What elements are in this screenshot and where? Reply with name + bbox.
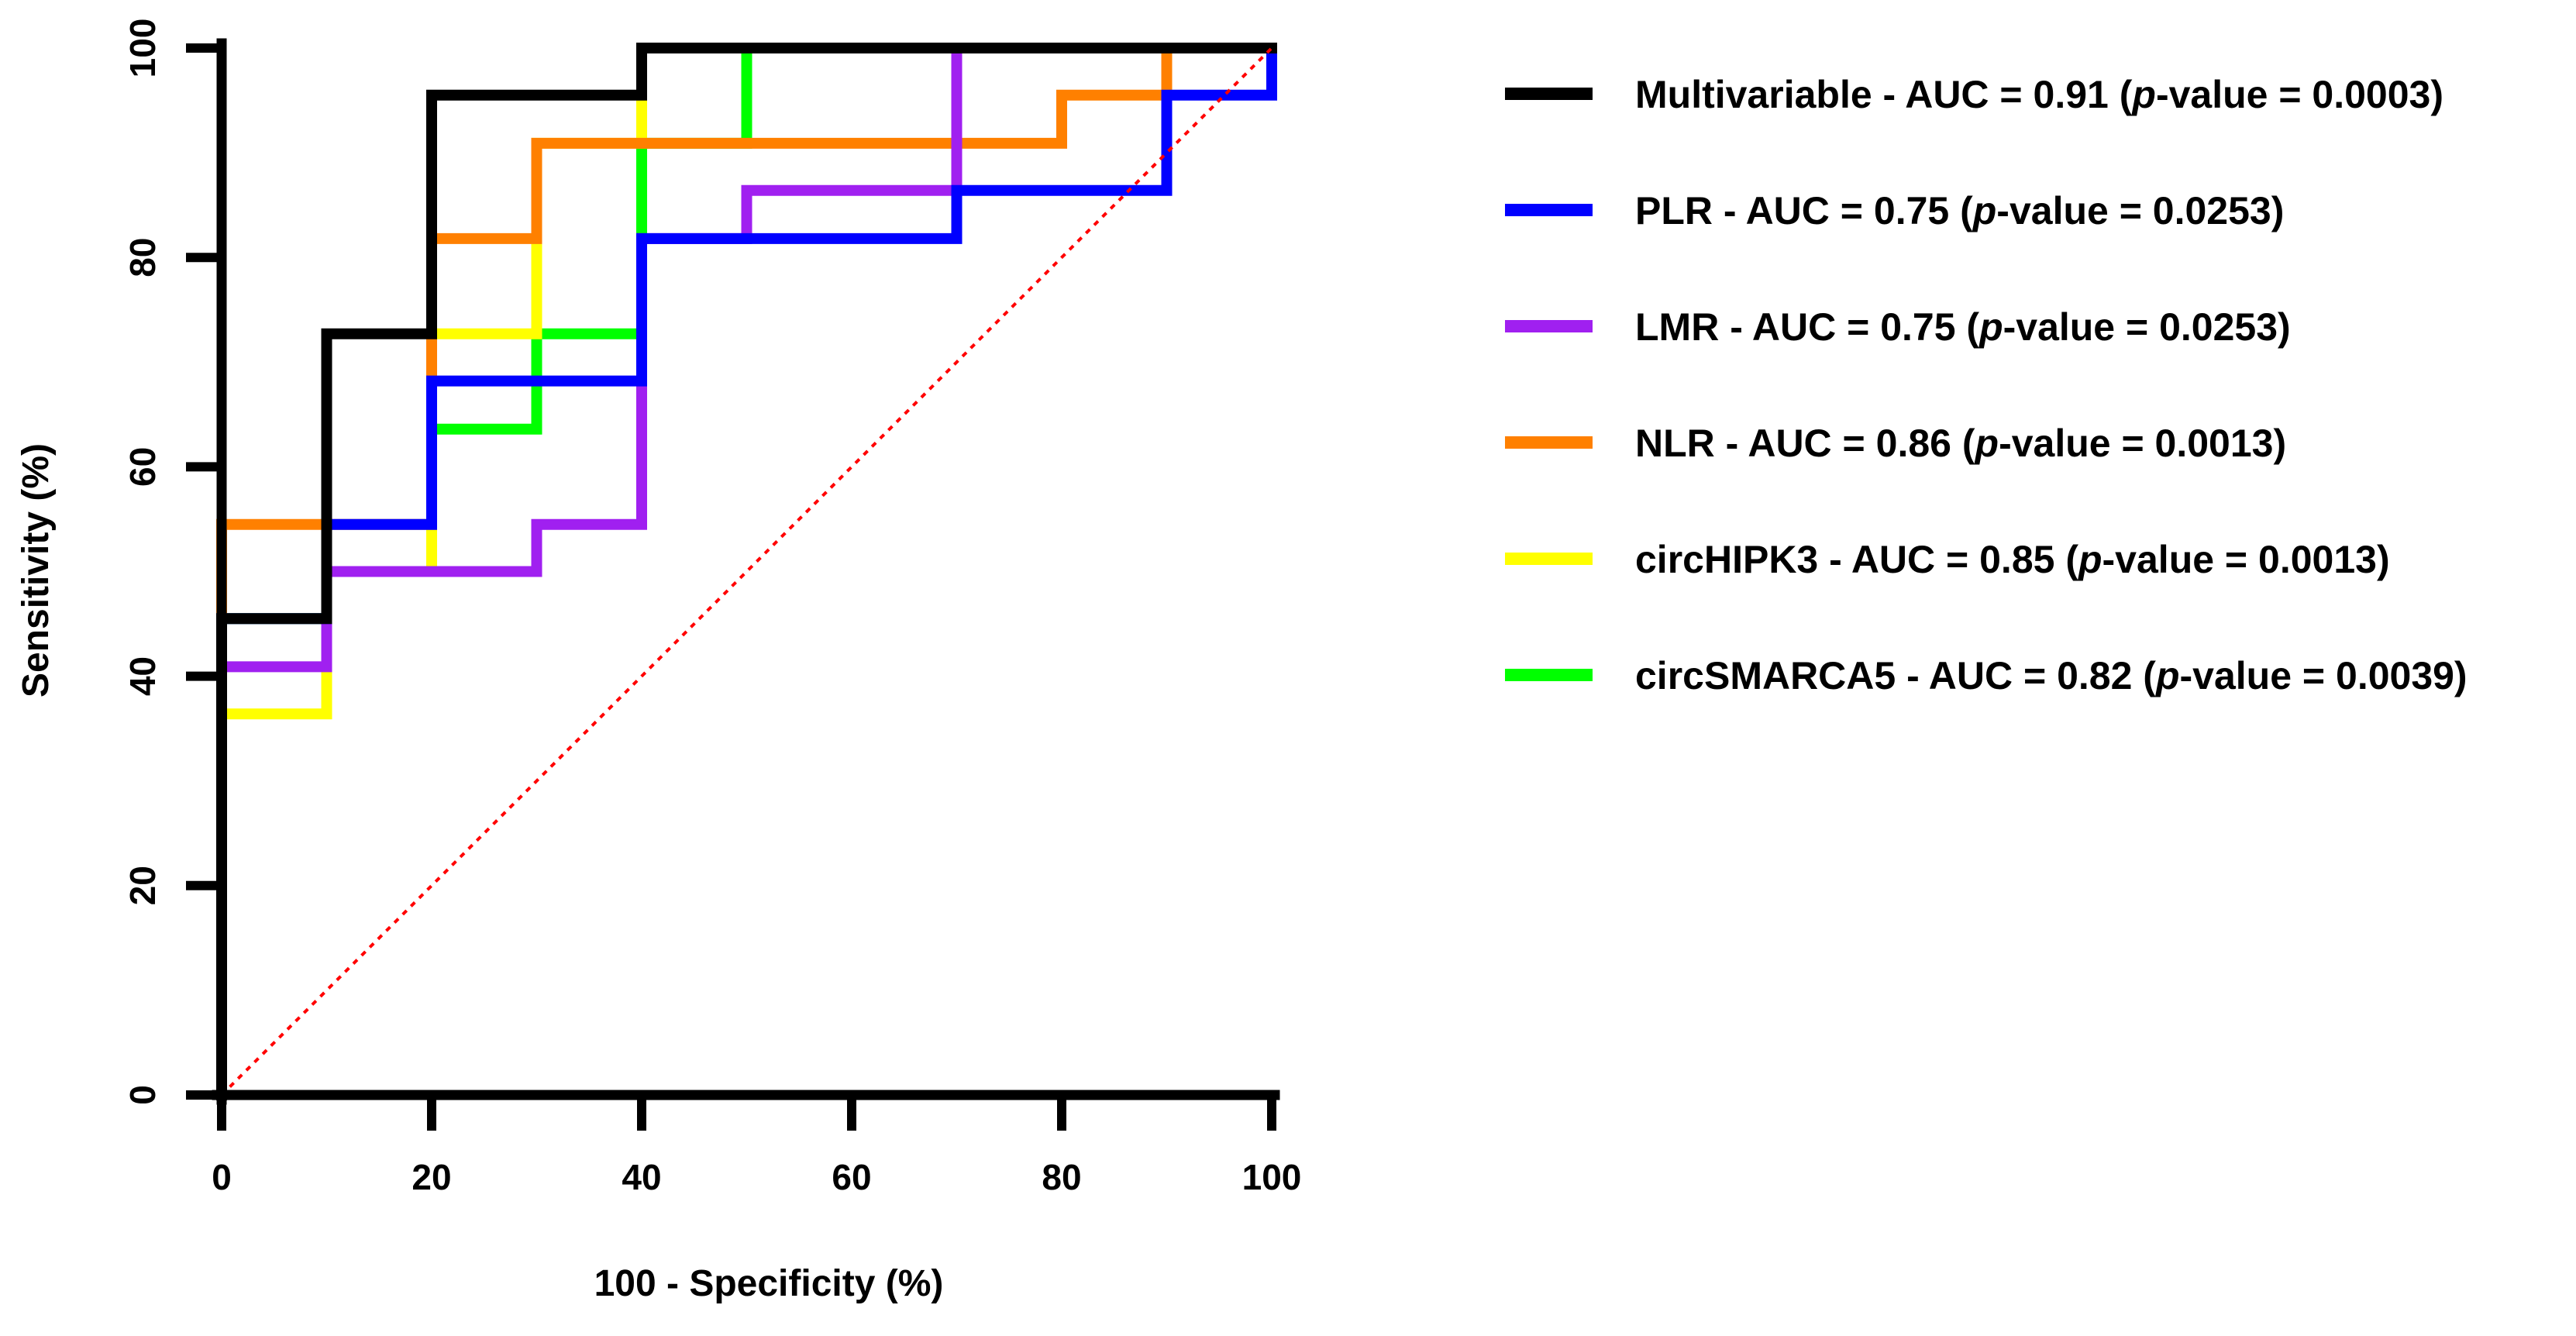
legend-p-label: p bbox=[1978, 305, 2003, 349]
series-line-multivariable bbox=[216, 43, 1277, 1100]
legend-p-value: -value = 0.0013) bbox=[1999, 422, 2286, 465]
x-axis-title: 100 - Specificity (%) bbox=[594, 1263, 944, 1304]
legend-p-label: p bbox=[2154, 654, 2180, 697]
y-tick-label: 80 bbox=[122, 238, 163, 277]
legend-auc-text: - AUC = 0.86 ( bbox=[1715, 422, 1975, 465]
legend-p-value: -value = 0.0003) bbox=[2156, 73, 2443, 116]
x-tick-label: 100 bbox=[1242, 1157, 1302, 1197]
legend-p-label: p bbox=[2130, 73, 2156, 116]
legend-p-value: -value = 0.0013) bbox=[2102, 538, 2390, 581]
legend-auc-text: - AUC = 0.85 ( bbox=[1818, 538, 2078, 581]
legend-p-value: -value = 0.0253) bbox=[1996, 189, 2284, 232]
legend-series-name: Multivariable bbox=[1635, 73, 1872, 116]
legend-label-multivariable: Multivariable - AUC = 0.91 (p-value = 0.… bbox=[1635, 73, 2443, 116]
series-layer bbox=[216, 43, 1277, 1100]
axes-layer bbox=[212, 38, 1280, 1105]
x-tick-label: 60 bbox=[832, 1157, 871, 1197]
legend-p-value: -value = 0.0039) bbox=[2180, 654, 2468, 697]
reference-layer bbox=[220, 46, 1273, 1097]
legend-auc-text: - AUC = 0.75 ( bbox=[1719, 305, 1979, 349]
y-tick-label: 20 bbox=[122, 866, 163, 905]
legend-auc-text: - AUC = 0.91 ( bbox=[1872, 73, 2133, 116]
y-axis-title: Sensitivity (%) bbox=[15, 443, 57, 697]
y-tick-label: 0 bbox=[122, 1085, 163, 1105]
legend-p-label: p bbox=[1974, 422, 1999, 465]
x-tick-label: 0 bbox=[212, 1157, 232, 1197]
reference-line bbox=[220, 46, 1273, 1097]
y-tick-label: 100 bbox=[122, 19, 163, 78]
legend-auc-text: - AUC = 0.82 ( bbox=[1896, 654, 2156, 697]
x-tick-label: 20 bbox=[412, 1157, 451, 1197]
legend-p-label: p bbox=[1972, 189, 1997, 232]
legend-series-name: circHIPK3 bbox=[1635, 538, 1818, 581]
legend-series-name: LMR bbox=[1635, 305, 1719, 349]
legend-auc-text: - AUC = 0.75 ( bbox=[1713, 189, 1973, 232]
x-tick-label: 40 bbox=[622, 1157, 661, 1197]
legend-label-circsmarca5: circSMARCA5 - AUC = 0.82 (p-value = 0.00… bbox=[1635, 654, 2468, 697]
legend-p-value: -value = 0.0253) bbox=[2003, 305, 2291, 349]
legend-label-lmr: LMR - AUC = 0.75 (p-value = 0.0253) bbox=[1635, 305, 2291, 349]
legend-label-plr: PLR - AUC = 0.75 (p-value = 0.0253) bbox=[1635, 189, 2284, 232]
legend-label-circhipk3: circHIPK3 - AUC = 0.85 (p-value = 0.0013… bbox=[1635, 538, 2390, 581]
y-tick-label: 60 bbox=[122, 447, 163, 487]
legend-series-name: circSMARCA5 bbox=[1635, 654, 1896, 697]
legend-label-nlr: NLR - AUC = 0.86 (p-value = 0.0013) bbox=[1635, 422, 2286, 465]
legend-series-name: NLR bbox=[1635, 422, 1715, 465]
ticks-layer: 0 20 40 60 80 100 0 20 40 60 80 100 bbox=[122, 19, 1301, 1197]
legend-p-label: p bbox=[2077, 538, 2102, 581]
x-tick-label: 80 bbox=[1042, 1157, 1081, 1197]
legend: Multivariable - AUC = 0.91 (p-value = 0.… bbox=[1505, 73, 2468, 697]
legend-series-name: PLR bbox=[1635, 189, 1713, 232]
y-tick-label: 40 bbox=[122, 656, 163, 696]
